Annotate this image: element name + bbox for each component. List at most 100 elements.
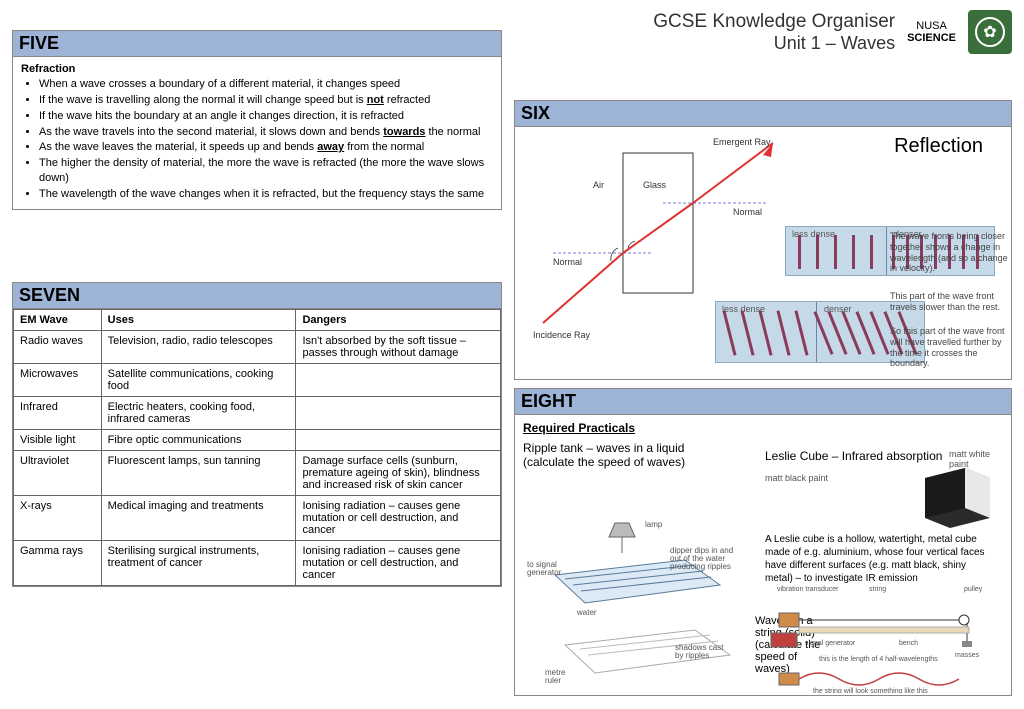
wavefront-line bbox=[870, 235, 873, 269]
header-subtitle: Unit 1 – Waves bbox=[653, 33, 895, 54]
section-seven: SEVEN EM WaveUsesDangers Radio wavesTele… bbox=[12, 282, 502, 587]
table-row: UltravioletFluorescent lamps, sun tannin… bbox=[14, 451, 501, 496]
wavefront-note-1: The wave fronts being closer together sh… bbox=[890, 231, 1010, 274]
waves-on-string-diagram: vibration transducer string pulley signa… bbox=[769, 583, 999, 693]
table-cell: Television, radio, radio telescopes bbox=[101, 331, 296, 364]
table-cell: Infrared bbox=[14, 397, 102, 430]
wavefront-line bbox=[834, 235, 837, 269]
table-cell: Electric heaters, cooking food, infrared… bbox=[101, 397, 296, 430]
matt-white-label: matt white paint bbox=[949, 449, 999, 469]
table-cell: Microwaves bbox=[14, 364, 102, 397]
page-header: GCSE Knowledge Organiser Unit 1 – Waves … bbox=[653, 10, 1012, 54]
table-row: Visible lightFibre optic communications bbox=[14, 430, 501, 451]
table-cell: Fibre optic communications bbox=[101, 430, 296, 451]
section-five-body: Refraction When a wave crosses a boundar… bbox=[13, 57, 501, 209]
logo-badge: ✿ bbox=[968, 10, 1012, 54]
table-row: X-raysMedical imaging and treatmentsIoni… bbox=[14, 496, 501, 541]
svg-text:ruler: ruler bbox=[545, 676, 561, 685]
table-header: EM Wave bbox=[14, 310, 102, 331]
table-cell bbox=[296, 364, 501, 397]
section-eight-title: EIGHT bbox=[515, 389, 1011, 415]
brand-bottom: SCIENCE bbox=[907, 32, 956, 44]
wavefront-line bbox=[740, 310, 754, 355]
wavefront-note-2: This part of the wave front travels slow… bbox=[890, 291, 1010, 313]
refraction-bullet: When a wave crosses a boundary of a diff… bbox=[39, 77, 493, 92]
header-title: GCSE Knowledge Organiser bbox=[653, 11, 895, 33]
svg-text:masses: masses bbox=[955, 652, 980, 659]
refraction-bullet: The higher the density of material, the … bbox=[39, 156, 493, 186]
table-row: Radio wavesTelevision, radio, radio tele… bbox=[14, 331, 501, 364]
wavefront-line bbox=[852, 235, 855, 269]
emergent-label: Emergent Ray bbox=[713, 137, 771, 147]
table-cell: Satellite communications, cooking food bbox=[101, 364, 296, 397]
svg-text:string: string bbox=[869, 586, 886, 593]
table-cell: Isn't absorbed by the soft tissue – pass… bbox=[296, 331, 501, 364]
matt-black-label: matt black paint bbox=[765, 473, 828, 483]
table-cell: Gamma rays bbox=[14, 541, 102, 586]
svg-text:bench: bench bbox=[899, 640, 918, 647]
table-cell: Radio waves bbox=[14, 331, 102, 364]
section-five: FIVE Refraction When a wave crosses a bo… bbox=[12, 30, 502, 210]
leslie-cube-diagram bbox=[905, 463, 995, 533]
refraction-bullet: If the wave is travelling along the norm… bbox=[39, 93, 493, 108]
svg-text:vibration transducer: vibration transducer bbox=[777, 586, 839, 593]
table-cell: Ionising radiation – causes gene mutatio… bbox=[296, 496, 501, 541]
table-cell: Ionising radiation – causes gene mutatio… bbox=[296, 541, 501, 586]
normal-label-2: Normal bbox=[733, 207, 762, 217]
incidence-label: Incidence Ray bbox=[533, 330, 591, 340]
table-row: MicrowavesSatellite communications, cook… bbox=[14, 364, 501, 397]
svg-text:signal generator: signal generator bbox=[805, 640, 856, 647]
ripple-tank-diagram: lamp to signalgenerator dipper dips in a… bbox=[525, 515, 745, 685]
section-eight-body: Required Practicals Ripple tank – waves … bbox=[515, 415, 1011, 695]
glass-label: Glass bbox=[643, 180, 667, 190]
svg-text:pulley: pulley bbox=[964, 586, 983, 593]
reflection-label: Reflection bbox=[894, 135, 983, 158]
wavefront-line bbox=[794, 310, 808, 355]
svg-text:this is the length of 4 half-w: this is the length of 4 half-wavelengths bbox=[819, 656, 938, 663]
table-row: InfraredElectric heaters, cooking food, … bbox=[14, 397, 501, 430]
svg-text:water: water bbox=[576, 608, 597, 617]
section-seven-title: SEVEN bbox=[13, 283, 501, 309]
svg-text:by ripples: by ripples bbox=[675, 651, 709, 660]
table-cell: Ultraviolet bbox=[14, 451, 102, 496]
leslie-desc: A Leslie cube is a hollow, watertight, m… bbox=[765, 533, 995, 585]
air-label: Air bbox=[593, 180, 604, 190]
refraction-subtitle: Refraction bbox=[21, 63, 493, 75]
em-wave-table: EM WaveUsesDangers Radio wavesTelevision… bbox=[13, 309, 501, 586]
table-cell: Damage surface cells (sunburn, premature… bbox=[296, 451, 501, 496]
wavefront-line bbox=[798, 235, 801, 269]
svg-text:the string will look something: the string will look something like this bbox=[813, 688, 928, 693]
refraction-bullet: As the wave leaves the material, it spee… bbox=[39, 140, 493, 155]
table-cell bbox=[296, 397, 501, 430]
table-cell: Medical imaging and treatments bbox=[101, 496, 296, 541]
wavefront-note-3: So this part of the wave front will have… bbox=[890, 326, 1010, 369]
header-text: GCSE Knowledge Organiser Unit 1 – Waves bbox=[653, 11, 895, 54]
refraction-bullet: As the wave travels into the second mate… bbox=[39, 125, 493, 140]
svg-text:lamp: lamp bbox=[645, 520, 663, 529]
table-row: Gamma raysSterilising surgical instrumen… bbox=[14, 541, 501, 586]
svg-text:generator: generator bbox=[527, 568, 562, 577]
table-cell bbox=[296, 430, 501, 451]
brand-top: NUSA bbox=[907, 20, 956, 32]
table-header: Uses bbox=[101, 310, 296, 331]
refraction-bullet: The wavelength of the wave changes when … bbox=[39, 187, 493, 202]
normal-label-1: Normal bbox=[553, 257, 582, 267]
refraction-bullets: When a wave crosses a boundary of a diff… bbox=[39, 77, 493, 202]
brand-text: NUSA SCIENCE bbox=[907, 20, 956, 44]
svg-text:producing ripples: producing ripples bbox=[670, 562, 731, 571]
table-cell: Sterilising surgical instruments, treatm… bbox=[101, 541, 296, 586]
wavefront-line bbox=[816, 235, 819, 269]
section-six-title: SIX bbox=[515, 101, 1011, 127]
section-five-title: FIVE bbox=[13, 31, 501, 57]
section-six: SIX Reflection Air Glass Normal Normal I… bbox=[514, 100, 1012, 380]
required-practicals-heading: Required Practicals bbox=[523, 421, 1003, 435]
section-eight: EIGHT Required Practicals Ripple tank – … bbox=[514, 388, 1012, 696]
wavefront-line bbox=[722, 310, 736, 355]
wavefront-line bbox=[758, 310, 772, 355]
table-cell: Fluorescent lamps, sun tanning bbox=[101, 451, 296, 496]
table-cell: Visible light bbox=[14, 430, 102, 451]
table-header: Dangers bbox=[296, 310, 501, 331]
leslie-cube-block: Leslie Cube – Infrared absorption matt b… bbox=[765, 449, 995, 585]
table-cell: X-rays bbox=[14, 496, 102, 541]
wavefront-line bbox=[776, 310, 790, 355]
